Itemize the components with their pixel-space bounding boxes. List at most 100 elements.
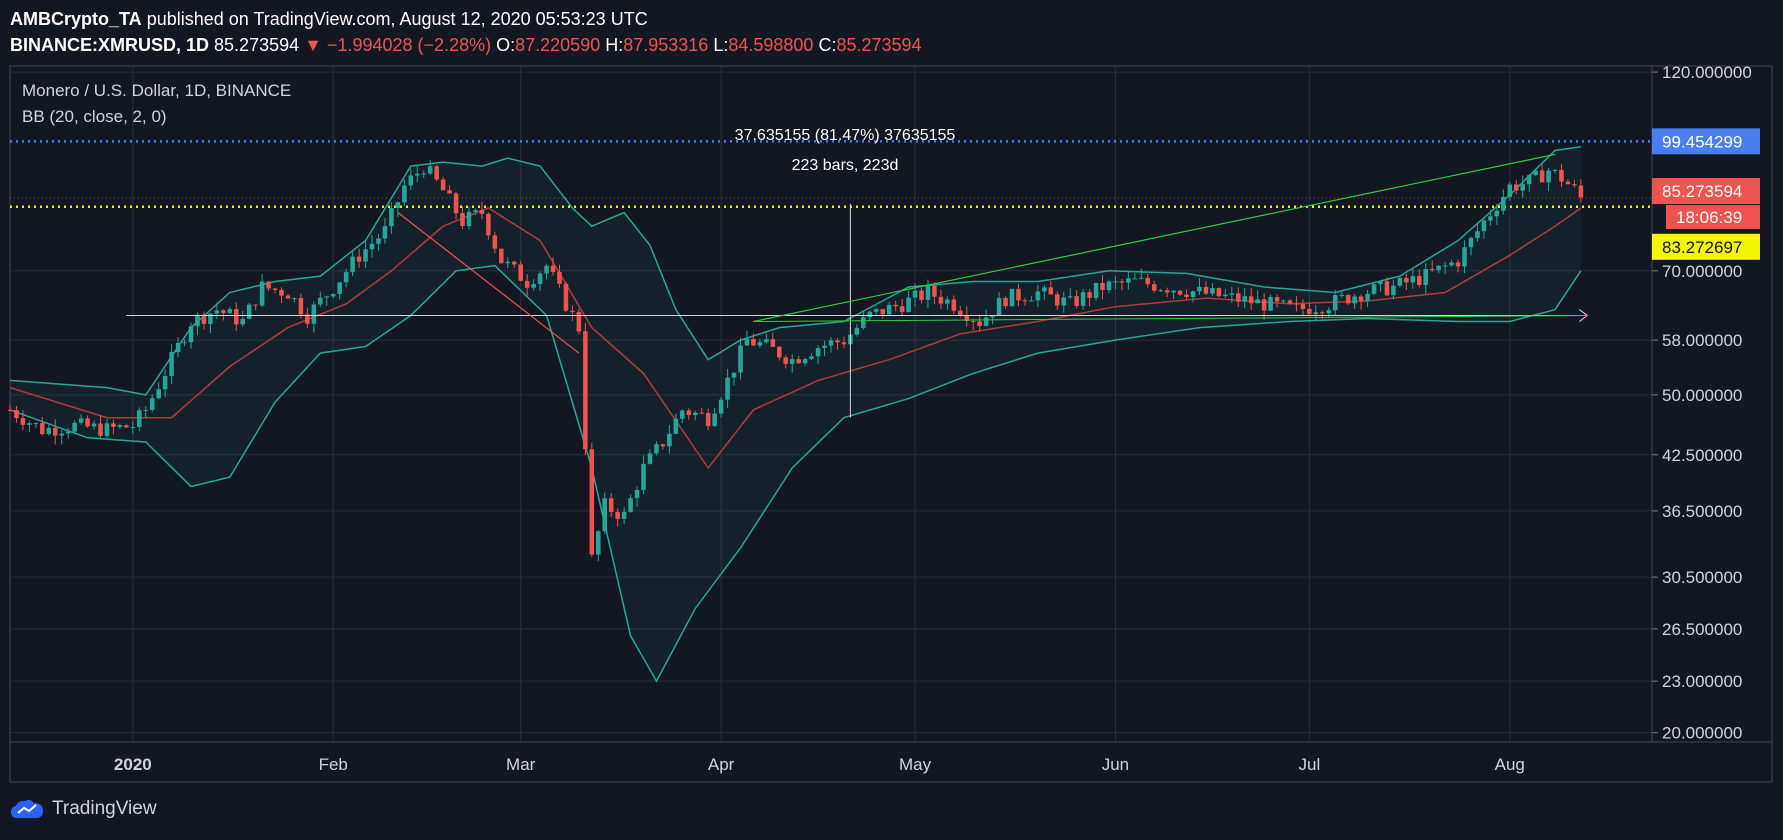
candle	[1384, 277, 1390, 297]
candle	[1248, 288, 1254, 311]
candle	[117, 423, 123, 429]
candle	[104, 418, 110, 439]
tradingview-logo[interactable]: TradingView	[10, 798, 157, 820]
x-tick-label: 2020	[114, 755, 152, 774]
candle-body	[789, 359, 795, 364]
candle	[628, 494, 633, 513]
last-price-tag-box	[1652, 178, 1760, 205]
candle-body	[233, 309, 239, 325]
candle-body	[1042, 287, 1047, 292]
candle-body	[227, 309, 233, 314]
candle	[1022, 298, 1028, 306]
open-value: 87.220590	[515, 35, 601, 55]
candle-body	[1326, 310, 1332, 314]
candle	[1371, 282, 1377, 296]
candle-body	[1404, 277, 1409, 283]
candle	[1145, 273, 1151, 288]
candle-body	[246, 304, 252, 319]
candle-body	[1255, 299, 1260, 304]
candle-body	[1145, 277, 1151, 285]
candle	[1236, 287, 1241, 308]
candle	[415, 165, 420, 183]
candle	[1087, 289, 1092, 307]
author-name[interactable]: AMBCrypto_TA	[10, 9, 142, 29]
candle	[1164, 287, 1170, 298]
candle	[1397, 276, 1403, 288]
candle	[738, 337, 743, 380]
candle	[1410, 268, 1416, 289]
candle	[621, 507, 627, 524]
grid	[10, 66, 1652, 742]
candle-body	[1332, 294, 1338, 311]
candle	[1352, 293, 1357, 309]
candle	[667, 424, 672, 454]
candle	[169, 343, 174, 385]
candle	[718, 396, 724, 418]
candle-body	[906, 297, 911, 312]
candle	[272, 287, 278, 294]
candle-body	[1003, 297, 1008, 307]
candle-body	[421, 173, 426, 175]
candle	[1274, 294, 1280, 308]
candle-body	[1513, 184, 1519, 191]
candle	[899, 299, 905, 316]
x-axis[interactable]: 2020 Feb Mar Apr May Jun Jul Aug	[10, 741, 1772, 774]
candle-body	[363, 249, 368, 262]
candle-body	[1410, 276, 1416, 283]
candle	[1203, 281, 1209, 295]
candle	[1190, 290, 1196, 303]
candle	[1565, 179, 1571, 185]
candle-body	[1371, 284, 1377, 294]
candle-body	[1358, 296, 1364, 301]
countdown-box	[1666, 205, 1760, 230]
candle-body	[240, 318, 245, 325]
candle	[1520, 175, 1525, 198]
candle-body	[175, 342, 181, 353]
legend-indicator: BB (20, close, 2, 0)	[22, 107, 167, 126]
candle	[1042, 284, 1047, 300]
y-axis[interactable]: 120.000000 70.000000 58.000000 50.000000 42.…	[1651, 63, 1752, 743]
y-tick-label: 120.000000	[1662, 63, 1752, 82]
candle-body	[447, 190, 452, 194]
candle-body	[1177, 290, 1183, 295]
candle	[854, 324, 860, 337]
candle	[1281, 299, 1286, 304]
candle	[208, 312, 213, 334]
candle-body	[52, 427, 58, 436]
candle-body	[279, 289, 284, 296]
candle-body	[654, 444, 659, 454]
candle-body	[486, 213, 491, 236]
candle-body	[221, 310, 226, 314]
candle-body	[124, 425, 129, 428]
candle	[712, 407, 717, 427]
candle	[259, 273, 265, 307]
candle-body	[104, 423, 110, 436]
drawings: 37.635155 (81.47%) 37635155 223 bars, 223…	[126, 127, 1589, 418]
candle-body	[1190, 291, 1196, 298]
candle	[796, 355, 801, 365]
candle-body	[330, 293, 336, 297]
candle	[1449, 259, 1454, 267]
candle	[162, 369, 168, 398]
candle	[292, 297, 297, 303]
candle-body	[46, 427, 52, 435]
close-label: C:	[818, 35, 837, 55]
candle	[673, 413, 679, 435]
candle-body	[1236, 293, 1241, 302]
red-trend-line	[397, 212, 580, 354]
green-trend-line	[753, 153, 1556, 323]
candle	[1475, 223, 1480, 242]
candle	[1029, 295, 1034, 302]
candle	[1468, 236, 1474, 256]
candle	[589, 442, 595, 558]
candle	[447, 185, 452, 194]
countdown-text: 18:06:39	[1676, 208, 1742, 227]
candle-body	[861, 317, 866, 328]
candle	[382, 217, 388, 244]
candle	[1184, 289, 1189, 301]
candle	[453, 191, 459, 220]
candle-body	[880, 308, 885, 315]
candle	[20, 410, 26, 431]
candle	[596, 529, 601, 562]
